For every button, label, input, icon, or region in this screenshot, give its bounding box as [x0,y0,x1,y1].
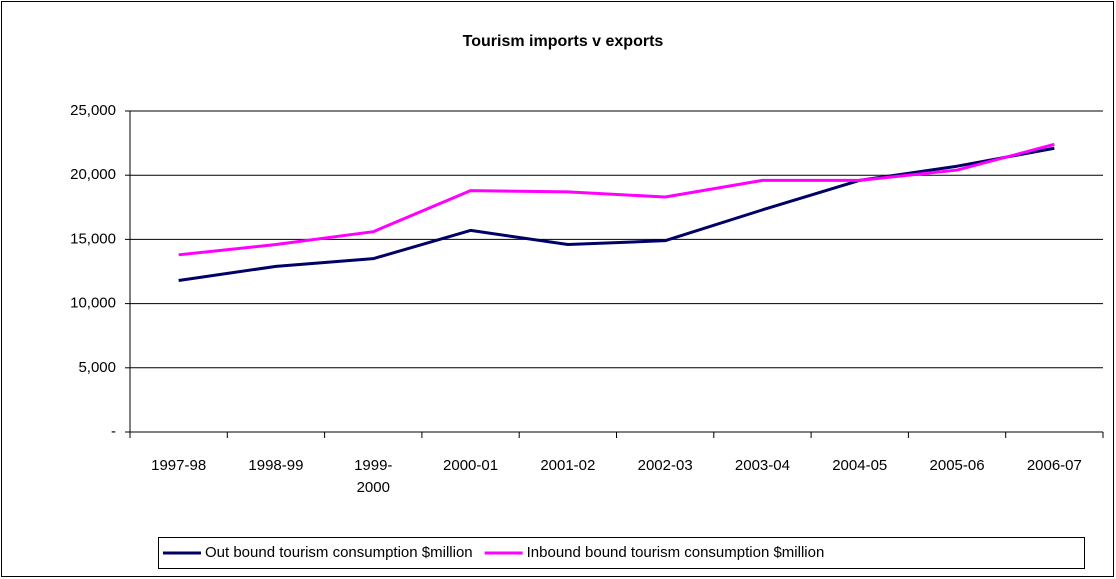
series-line [178,146,1055,282]
y-tick-label: 15,000 [70,230,116,247]
legend-box [158,537,1085,569]
x-tick-label: 2006-07 [1026,457,1082,474]
y-tick-label: 10,000 [70,295,116,312]
y-tick-label: 20,000 [70,166,116,183]
legend-label: Inbound bound tourism consumption $milli… [527,544,825,561]
y-tick-label: 25,000 [70,102,116,119]
x-tick-label: 1999-2000 [354,457,393,496]
chart-title: Tourism imports v exports [463,33,664,50]
legend-label: Out bound tourism consumption $million [205,544,473,561]
x-tick-label: 2001-02 [540,457,596,474]
x-tick-label: 2002-03 [637,457,693,474]
y-tick-label: 5,000 [78,359,116,376]
y-tick-label: - [111,423,116,440]
x-tick-label: 2005-06 [929,457,985,474]
x-tick-label: 1998-99 [248,457,304,474]
x-tick-label: 2003-04 [734,457,790,474]
series-line [178,142,1055,257]
x-tick-label: 2004-05 [832,457,888,474]
x-tick-label: 2000-01 [443,457,499,474]
x-tick-label: 1997-98 [151,457,207,474]
